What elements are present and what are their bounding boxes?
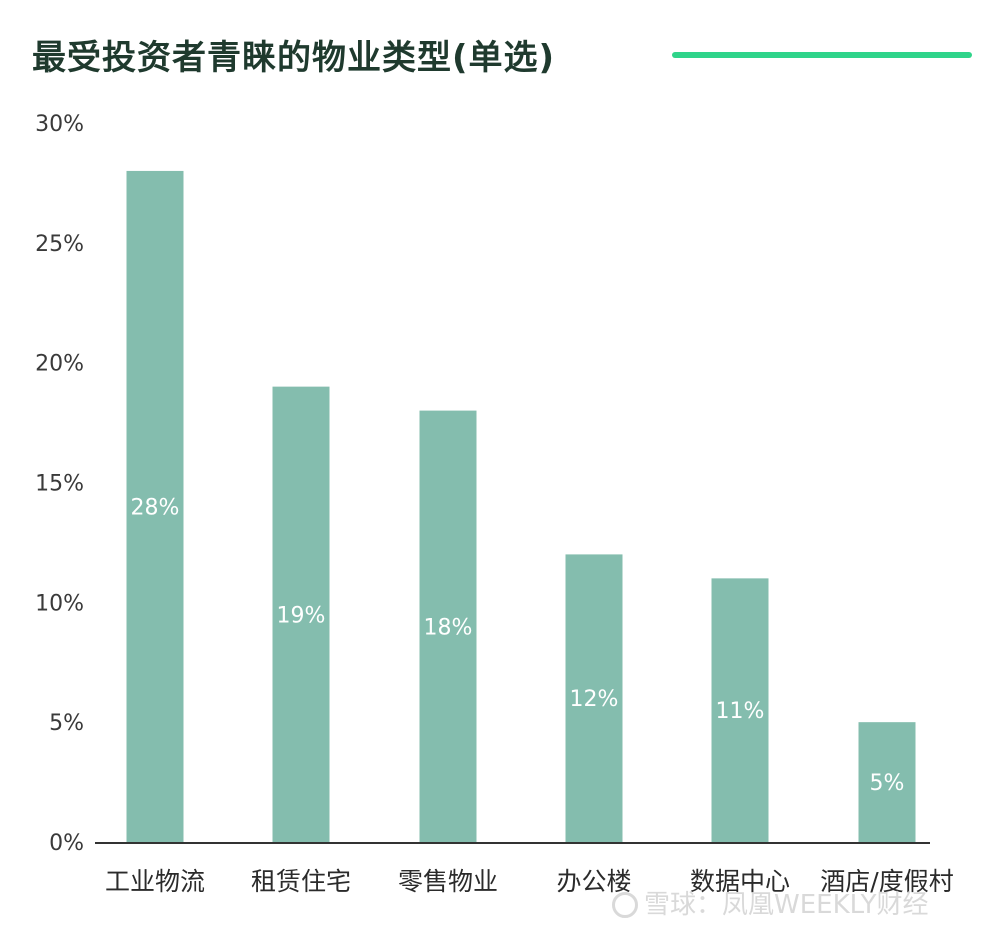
x-category-label: 零售物业 [398, 867, 498, 896]
y-tick-label: 30% [35, 112, 84, 137]
bar-value-label: 28% [131, 495, 180, 520]
snowball-logo-icon [612, 892, 638, 918]
y-tick-label: 25% [35, 232, 84, 257]
x-category-label: 数据中心 [690, 867, 790, 896]
x-category-label: 工业物流 [105, 867, 205, 896]
watermark: 雪球：凤凰WEEKLY财经 [612, 884, 929, 921]
bar-value-label: 5% [870, 771, 905, 796]
y-tick-label: 10% [35, 591, 84, 616]
x-category-label: 办公楼 [556, 867, 631, 896]
bar [419, 410, 477, 842]
x-category-label: 酒店/度假村 [820, 867, 953, 896]
bar [565, 554, 623, 842]
y-tick-label: 0% [49, 831, 84, 856]
y-tick-label: 5% [49, 711, 84, 736]
bar-value-label: 19% [277, 603, 326, 628]
y-tick-label: 15% [35, 472, 84, 497]
x-category-label: 租赁住宅 [251, 867, 351, 896]
bar [126, 170, 184, 842]
bar [711, 578, 769, 842]
title-accent-line [672, 52, 972, 58]
bar-value-label: 12% [570, 687, 619, 712]
chart-title: 最受投资者青睐的物业类型(单选) [32, 38, 556, 78]
bar-value-label: 18% [424, 615, 473, 640]
bar-value-label: 11% [716, 699, 765, 724]
bar [272, 386, 330, 842]
bar [858, 722, 916, 842]
watermark-text: 雪球：凤凰WEEKLY财经 [644, 890, 929, 920]
y-tick-label: 20% [35, 352, 84, 377]
